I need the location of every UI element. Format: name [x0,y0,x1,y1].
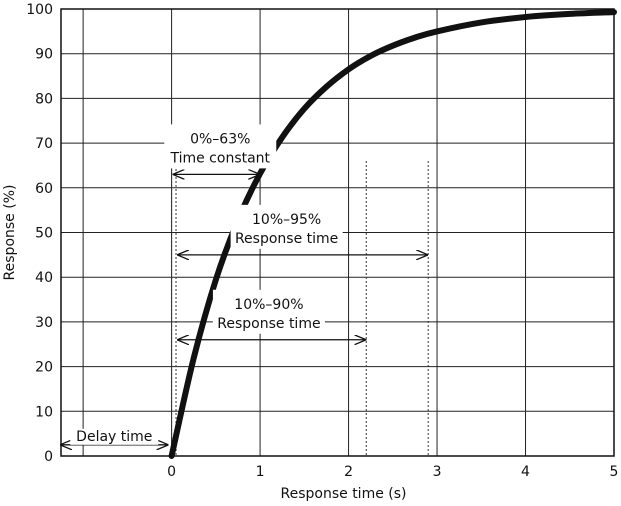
y-tick-label: 50 [35,226,53,242]
x-axis-label: Response time (s) [281,486,407,502]
annotation-label-line1: 0%–63% [190,131,250,147]
annotation-label: Delay time [76,429,152,445]
curve-group [168,9,617,459]
y-tick-label: 80 [35,91,53,107]
plot-frame [60,8,615,457]
annotation-label-line2: Response time [217,316,320,332]
response-curve [168,9,617,459]
y-tick-label: 60 [35,181,53,197]
x-tick-label: 4 [521,464,530,480]
y-tick-label: 30 [35,315,53,331]
x-tick-label: 1 [256,464,265,480]
label-background [212,289,325,334]
y-tick-label: 70 [35,136,53,152]
y-tick-label: 100 [26,2,53,18]
x-tick-label: 5 [610,464,619,480]
x-tick-label: 2 [344,464,353,480]
y-tick-label: 10 [35,404,53,420]
annotation-label-line1: 10%–95% [252,212,321,228]
annotations: Delay time 0%–63% Time constant 10%–95% Resp… [61,124,427,444]
annotation-label-line2: Response time [235,231,338,247]
label-background [70,428,159,445]
annotation-label-line2: Time constant [169,150,270,166]
reference-lines [171,160,429,456]
y-tick-label: 40 [35,270,53,286]
y-tick-label: 0 [44,449,53,465]
x-tick-label: 3 [433,464,442,480]
label-background [164,124,277,169]
annotation-label-line1: 10%–90% [234,297,303,313]
y-tick-label: 90 [35,47,53,63]
y-axis-label: Response (%) [2,185,18,281]
x-tick-label: 0 [167,464,176,480]
label-background [230,204,343,249]
y-tick-label: 20 [35,360,53,376]
